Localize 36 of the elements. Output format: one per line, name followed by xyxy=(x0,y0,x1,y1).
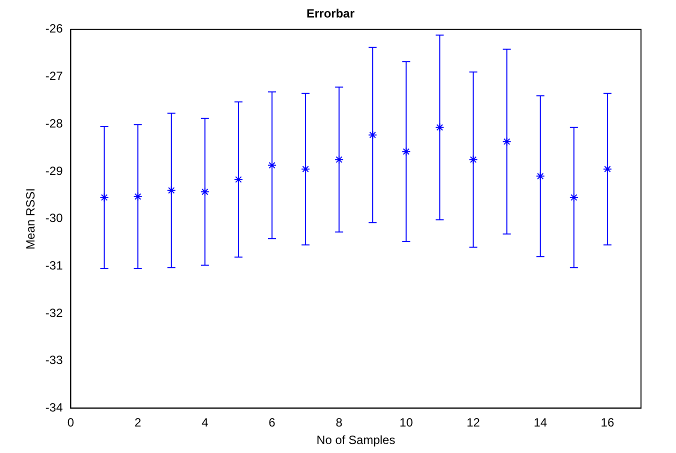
point xyxy=(536,172,545,181)
x-tick-label: 0 xyxy=(67,416,74,430)
y-tick-label: -31 xyxy=(45,258,64,272)
point xyxy=(435,122,444,132)
x-tick-label: 2 xyxy=(134,416,142,430)
y-tick-label: -34 xyxy=(45,400,64,415)
y-tick-label: -26 xyxy=(45,22,64,36)
y-tick-label: -27 xyxy=(45,69,64,84)
x-tick-label: 16 xyxy=(600,416,614,430)
point xyxy=(368,130,378,140)
chart-title: Errorbar xyxy=(306,6,355,21)
y-axis-title: Mean RSSI xyxy=(24,188,38,250)
point xyxy=(234,175,243,184)
point xyxy=(100,192,109,202)
y-tick-label: -32 xyxy=(45,306,64,320)
point xyxy=(133,192,142,202)
point xyxy=(402,147,411,156)
point xyxy=(468,155,478,164)
x-tick-label: 12 xyxy=(466,416,480,430)
point xyxy=(166,186,176,195)
x-tick-label: 6 xyxy=(268,416,276,430)
point xyxy=(200,187,210,196)
x-tick-label: 14 xyxy=(534,416,548,430)
y-tick-label: -29 xyxy=(45,164,64,178)
y-tick-label: -28 xyxy=(45,116,64,130)
x-tick-label: 4 xyxy=(202,416,209,430)
x-tick-label: 8 xyxy=(336,416,343,430)
point xyxy=(602,164,612,174)
point xyxy=(334,155,344,164)
point xyxy=(301,164,310,174)
y-tick-label: -30 xyxy=(45,211,64,226)
point xyxy=(502,137,512,146)
x-tick-label: 10 xyxy=(400,416,414,430)
x-axis-title: No of Samples xyxy=(316,433,396,448)
y-tick-label: -33 xyxy=(45,353,64,368)
point xyxy=(569,192,578,202)
